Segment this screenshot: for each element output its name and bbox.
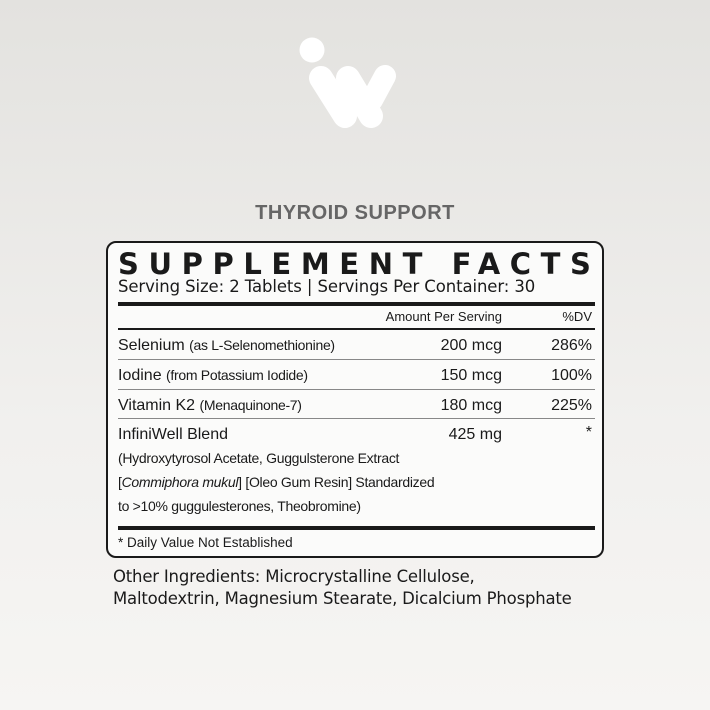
nutrient-name: Selenium (as L-Selenomethionine) [118,337,335,354]
blend-amount: 425 mg [448,426,502,443]
divider [118,389,595,390]
thick-divider [118,526,595,530]
divider [118,418,595,419]
divider [118,328,595,330]
divider [118,359,595,360]
product-title: THYROID SUPPORT [255,202,455,224]
nutrient-dv: 100% [551,367,592,384]
amount-header: Amount Per Serving [385,309,502,324]
blend-detail-line: to >10% guggulesterones, Theobromine) [118,498,361,514]
facts-heading: SUPPLEMENT FACTS [118,247,601,281]
footnote: * Daily Value Not Established [118,535,293,550]
supplement-facts-panel: SUPPLEMENT FACTS Serving Size: 2 Tablets… [106,241,604,558]
dv-header: %DV [562,309,592,324]
nutrient-amount: 180 mcg [440,397,502,414]
blend-dv: * [585,424,592,441]
nutrient-name: Iodine (from Potassium Iodide) [118,367,308,384]
serving-info: Serving Size: 2 Tablets | Servings Per C… [118,277,536,296]
nutrient-amount: 150 mcg [440,367,502,384]
nutrient-dv: 225% [551,397,592,414]
nutrient-amount: 200 mcg [440,337,502,354]
nutrient-dv: 286% [551,337,592,354]
blend-detail-line: (Hydroxytyrosol Acetate, Guggulsterone E… [118,450,400,466]
blend-name: InfiniWell Blend [118,426,228,443]
nutrient-name: Vitamin K2 (Menaquinone-7) [118,397,302,414]
other-ingredients-line: Maltodextrin, Magnesium Stearate, Dicalc… [113,589,572,608]
thick-divider [118,302,595,306]
blend-detail-line: [Commiphora mukul] [Oleo Gum Resin] Stan… [118,474,435,490]
brand-logo-icon [299,37,396,128]
other-ingredients-line: Other Ingredients: Microcrystalline Cell… [113,567,475,586]
